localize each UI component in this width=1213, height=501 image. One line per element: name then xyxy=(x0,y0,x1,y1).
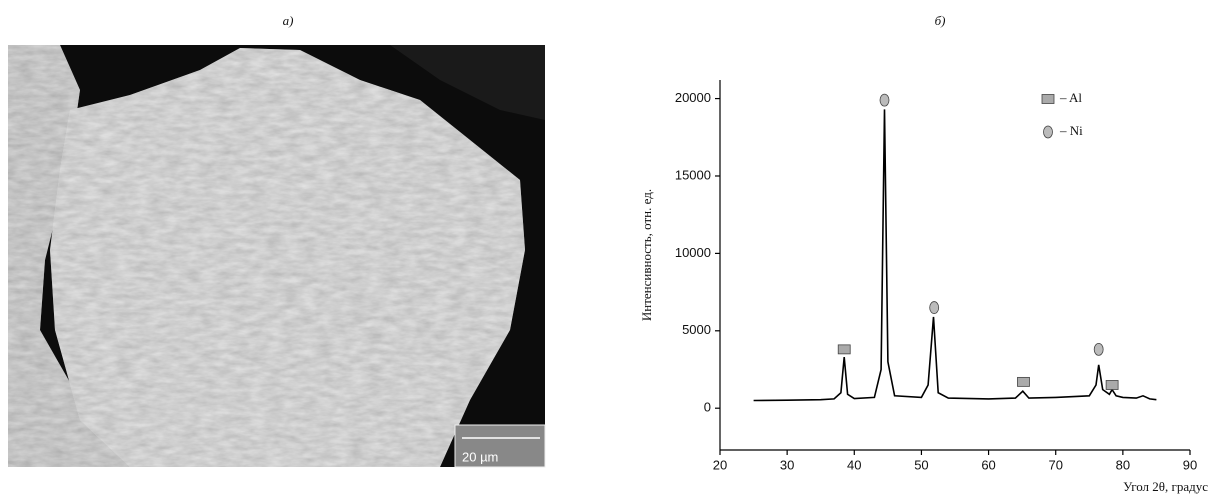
panel-label: б) xyxy=(935,13,946,28)
y-tick-label: 5000 xyxy=(682,322,711,337)
x-tick-label: 50 xyxy=(914,457,928,472)
legend-label: – Al xyxy=(1059,90,1082,105)
diffraction-line xyxy=(753,109,1157,402)
legend-label: – Ni xyxy=(1059,123,1083,138)
x-tick-label: 40 xyxy=(847,457,861,472)
scale-bar-box xyxy=(454,424,546,468)
y-tick-label: 15000 xyxy=(675,167,711,182)
panel-label: а) xyxy=(283,13,294,28)
y-axis-label: Интенсивность, отн. ед. xyxy=(639,189,654,321)
x-tick-label: 20 xyxy=(713,457,727,472)
y-tick-label: 0 xyxy=(704,400,711,415)
x-tick-label: 70 xyxy=(1048,457,1062,472)
x-tick-label: 30 xyxy=(780,457,794,472)
y-tick-label: 10000 xyxy=(675,245,711,260)
scale-bar-label: 20 µm xyxy=(462,449,498,464)
background-region xyxy=(390,45,545,120)
legend-symbol xyxy=(1041,94,1055,104)
phase-marker xyxy=(1105,380,1119,390)
phase-marker xyxy=(837,344,851,355)
x-tick-label: 60 xyxy=(981,457,995,472)
phase-marker xyxy=(879,93,890,107)
phase-marker xyxy=(1017,376,1030,387)
particle xyxy=(50,48,525,467)
x-axis-label: Угол 2θ, градус xyxy=(1123,479,1208,494)
particle xyxy=(8,45,180,467)
legend-symbol xyxy=(1043,125,1053,139)
micrograph: 20 µm xyxy=(8,45,546,468)
phase-marker xyxy=(1093,342,1104,356)
phase-marker xyxy=(929,301,940,314)
y-tick-label: 20000 xyxy=(675,90,711,105)
x-tick-label: 90 xyxy=(1183,457,1197,472)
x-tick-label: 80 xyxy=(1116,457,1130,472)
xrd-chart: 0 5000 10000 15000 20000 20 30 40 50 60 70 80 90 Угол… xyxy=(639,80,1208,494)
